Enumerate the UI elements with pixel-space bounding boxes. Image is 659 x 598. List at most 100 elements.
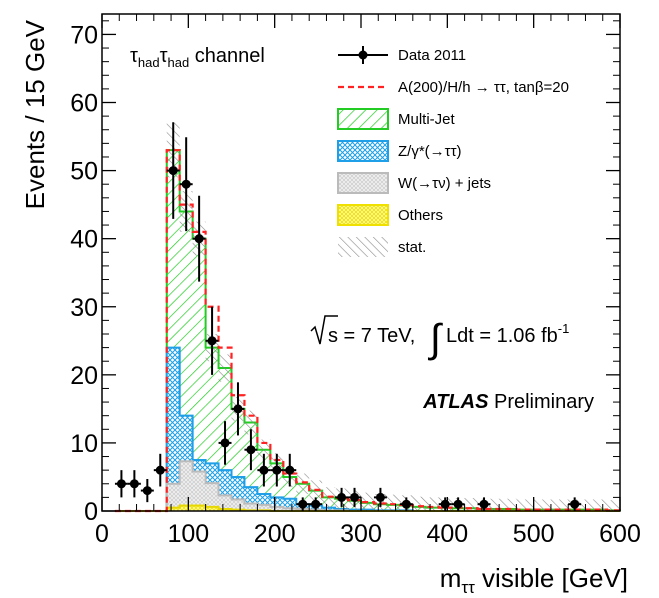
x-tick-label: 500	[513, 520, 555, 548]
data-point	[246, 445, 256, 455]
lumi-ldt: Ldt = 1.06 fb	[446, 325, 558, 347]
stat-band-bin	[218, 354, 232, 382]
y-tick-label: 60	[70, 90, 98, 118]
channel-tau-a: τ	[130, 45, 138, 67]
y-tick-label: 0	[84, 498, 98, 526]
wjets-bar	[270, 506, 284, 511]
channel-rest: channel	[189, 45, 265, 67]
legend-label: Multi-Jet	[398, 111, 456, 128]
legend-swatch	[338, 237, 388, 257]
data-point	[181, 179, 191, 189]
legend-swatch	[337, 172, 389, 194]
channel-label: τhadτhad channel	[130, 45, 265, 70]
plot-area	[114, 122, 622, 513]
legend-label: A(200)/H/h → ττ, tanβ=20	[398, 79, 569, 96]
lumi-sqrt-text: s = 7 TeV,	[328, 325, 415, 347]
wjets-bar	[257, 504, 271, 511]
wjets-bar	[205, 483, 219, 511]
others-bar	[205, 506, 219, 511]
stat-band-bin	[529, 499, 543, 511]
data-point	[155, 465, 165, 475]
x-tick-label: 600	[599, 520, 641, 548]
y-tick-label: 30	[70, 294, 98, 322]
channel-sub-b: had	[168, 55, 190, 70]
x-tick-label: 300	[340, 520, 382, 548]
data-point	[207, 336, 217, 346]
ztautau-bar	[166, 347, 180, 511]
legend-data-marker	[358, 50, 368, 60]
data-point	[259, 465, 269, 475]
axis-ticks: 0 100 200 300 400 500 600 0 10 20 30 40 50 60 70	[70, 14, 641, 548]
stat-band-bin	[412, 496, 426, 511]
legend-swatch	[337, 140, 389, 162]
others-bar	[192, 505, 206, 511]
atlas-bold: ATLAS	[422, 391, 489, 413]
others-bar	[218, 508, 232, 511]
stat-band-bin	[594, 499, 608, 511]
atlas-label: ATLAS Preliminary	[422, 391, 594, 413]
atlas-preliminary: Preliminary	[488, 391, 594, 413]
data-point	[479, 499, 489, 509]
stat-band-bin	[257, 439, 271, 460]
data-point	[298, 499, 308, 509]
data-point	[142, 486, 152, 496]
legend-label: Others	[398, 207, 443, 224]
legend-label: Z/γ*(→ττ)	[398, 143, 462, 160]
sqrt-symbol	[310, 315, 338, 345]
channel-sub-a: had	[138, 55, 160, 70]
x-tick-label: 200	[254, 520, 296, 548]
data-point	[168, 166, 178, 176]
data-point	[453, 499, 463, 509]
legend-label: Data 2011	[398, 47, 466, 64]
data-point	[401, 499, 411, 509]
y-tick-label: 40	[70, 226, 98, 254]
legend-label: stat.	[398, 239, 426, 256]
x-axis-label: mττ visible [GeV]	[440, 563, 628, 597]
data-point	[194, 234, 204, 244]
data-point	[233, 404, 243, 414]
integral-symbol: ∫	[428, 317, 444, 361]
stat-band-bin	[386, 494, 400, 511]
others-bar	[179, 505, 193, 511]
data-point	[350, 492, 360, 502]
wjets-bar	[179, 461, 193, 511]
y-tick-label: 10	[70, 430, 98, 458]
x-axis-label-sub: ττ	[461, 578, 475, 597]
x-tick-label: 400	[426, 520, 468, 548]
x-tick-label: 0	[95, 520, 109, 548]
wjets-bar	[166, 483, 180, 511]
wjets-bar	[192, 471, 206, 511]
y-axis-label: Events / 15 GeV	[20, 19, 50, 209]
data-point	[440, 499, 450, 509]
y-tick-label: 20	[70, 362, 98, 390]
x-tick-label: 100	[167, 520, 209, 548]
data-point	[285, 465, 295, 475]
data-point	[337, 492, 347, 502]
data-point	[311, 499, 321, 509]
others-bar	[166, 507, 180, 511]
lumi-sup: -1	[558, 321, 570, 336]
x-axis-label-rest: visible [GeV]	[475, 563, 628, 593]
wjets-bar	[283, 508, 297, 511]
data-point	[220, 438, 230, 448]
wjets-bar	[244, 503, 258, 511]
stat-band-bin	[425, 497, 439, 511]
data-point	[129, 479, 139, 489]
channel-tau-b: τ	[160, 45, 168, 67]
stat-band-bin	[516, 499, 530, 511]
data-point	[375, 492, 385, 502]
wjets-bar	[218, 495, 232, 511]
data-point	[272, 465, 282, 475]
legend-swatch	[337, 204, 389, 226]
legend-label: W(→τν) + jets	[398, 175, 491, 192]
y-tick-label: 70	[70, 21, 98, 49]
y-tick-label: 50	[70, 158, 98, 186]
x-axis-label-main: m	[440, 563, 462, 593]
wjets-bar	[231, 499, 245, 511]
data-point	[116, 479, 126, 489]
stat-band-bin	[555, 499, 569, 511]
stat-band-bin	[581, 499, 595, 511]
data-point	[570, 499, 580, 509]
